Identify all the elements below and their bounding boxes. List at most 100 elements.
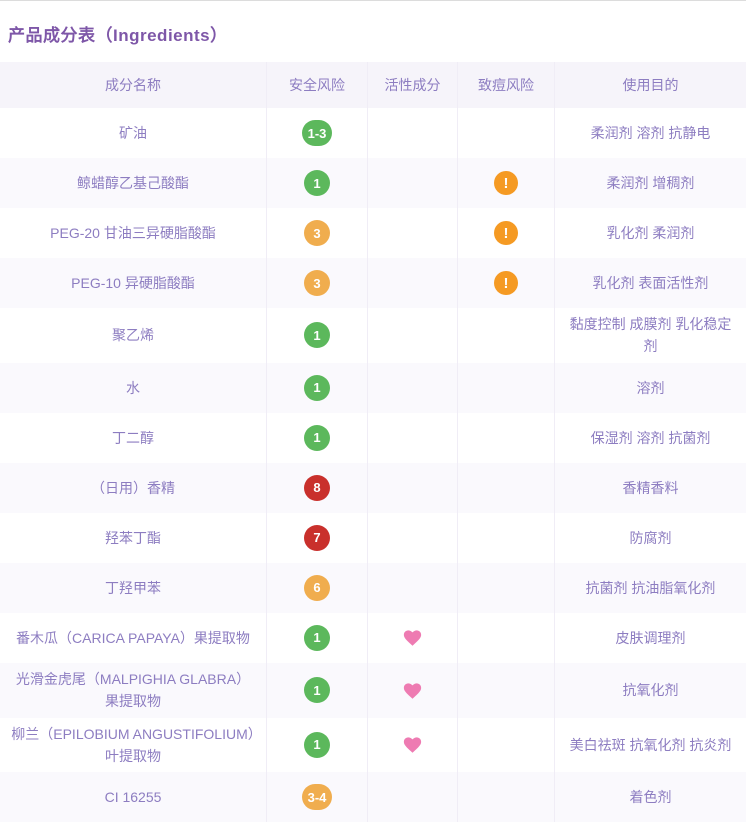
purpose-cell: 抗氧化剂 bbox=[555, 663, 746, 718]
safety-risk-badge: 1-3 bbox=[301, 120, 333, 146]
ingredient-name: 水 bbox=[126, 379, 140, 396]
ingredient-name-cell: 矿油 bbox=[0, 108, 267, 158]
acne-risk-cell: ! bbox=[458, 158, 555, 208]
table-header-row: 成分名称 安全风险 活性成分 致痘风险 使用目的 bbox=[0, 62, 746, 108]
acne-risk-cell: ! bbox=[458, 258, 555, 308]
purpose-text: 黏度控制 成膜剂 乳化稳定剂 bbox=[569, 316, 732, 355]
acne-risk-cell bbox=[458, 562, 555, 613]
purpose-text: 乳化剂 柔润剂 bbox=[606, 224, 695, 241]
active-ingredient-cell bbox=[368, 258, 458, 308]
purpose-text: 着色剂 bbox=[629, 789, 672, 806]
purpose-cell: 柔润剂 溶剂 抗静电 bbox=[555, 108, 746, 158]
purpose-cell: 乳化剂 表面活性剂 bbox=[555, 258, 746, 308]
column-header-name: 成分名称 bbox=[0, 62, 267, 108]
safety-risk-badge: 1 bbox=[304, 424, 330, 451]
table-row: 鲸蜡醇乙基己酸酯 1! 柔润剂 增稠剂 bbox=[0, 158, 746, 208]
acne-risk-cell bbox=[458, 612, 555, 663]
acne-risk-cell: ! bbox=[458, 208, 555, 258]
purpose-cell: 美白祛斑 抗氧化剂 抗炎剂 bbox=[555, 718, 746, 773]
safety-risk-badge: 3-4 bbox=[301, 784, 333, 811]
ingredient-name-cell: PEG-20 甘油三异硬脂酸酯 bbox=[0, 208, 267, 258]
page-title: 产品成分表（Ingredients） bbox=[8, 26, 228, 45]
purpose-text: 柔润剂 溶剂 抗静电 bbox=[590, 124, 711, 141]
acne-risk-cell bbox=[458, 412, 555, 463]
table-row: （日用）香精 8 香精香料 bbox=[0, 462, 746, 513]
purpose-text: 乳化剂 表面活性剂 bbox=[592, 274, 709, 291]
acne-risk-cell bbox=[458, 462, 555, 513]
safety-risk-cell: 1 bbox=[267, 662, 368, 718]
ingredient-name-cell: 水 bbox=[0, 362, 267, 413]
acne-risk-cell bbox=[458, 512, 555, 563]
table-row: 丁羟甲苯 6 抗菌剂 抗油脂氧化剂 bbox=[0, 562, 746, 613]
safety-risk-badge: 7 bbox=[304, 524, 330, 551]
safety-risk-badge: 1 bbox=[304, 624, 330, 651]
acne-risk-cell bbox=[458, 717, 555, 773]
ingredient-name-cell: 光滑金虎尾（MALPIGHIA GLABRA）果提取物 bbox=[0, 662, 267, 718]
table-row: 光滑金虎尾（MALPIGHIA GLABRA）果提取物 1 抗氧化剂 bbox=[0, 662, 746, 718]
active-ingredient-cell bbox=[368, 108, 458, 158]
safety-risk-badge: 3 bbox=[304, 270, 330, 296]
purpose-cell: 保湿剂 溶剂 抗菌剂 bbox=[555, 413, 746, 463]
ingredient-name: 羟苯丁酯 bbox=[105, 529, 161, 546]
purpose-cell: 防腐剂 bbox=[555, 513, 746, 563]
active-ingredient-cell bbox=[368, 612, 458, 663]
ingredient-name: 矿油 bbox=[119, 124, 147, 141]
safety-risk-cell: 1 bbox=[267, 158, 368, 208]
purpose-cell: 着色剂 bbox=[555, 772, 746, 822]
table-body: 矿油 1-3 柔润剂 溶剂 抗静电 鲸蜡醇乙基己酸酯 1! 柔润剂 增稠剂 PEG-20 甘… bbox=[0, 108, 746, 822]
ingredient-name: PEG-20 甘油三异硬脂酸酯 bbox=[50, 224, 216, 241]
ingredient-name: （日用）香精 bbox=[91, 479, 175, 496]
table-row: 矿油 1-3 柔润剂 溶剂 抗静电 bbox=[0, 108, 746, 158]
table-row: 丁二醇 1 保湿剂 溶剂 抗菌剂 bbox=[0, 412, 746, 463]
table-row: 番木瓜（CARICA PAPAYA）果提取物 1 皮肤调理剂 bbox=[0, 612, 746, 663]
column-header-safety: 安全风险 bbox=[267, 62, 368, 108]
ingredient-name: 丁羟甲苯 bbox=[105, 579, 161, 596]
exclamation-icon: ! bbox=[494, 221, 518, 245]
safety-risk-cell: 1-3 bbox=[267, 108, 368, 158]
exclamation-icon: ! bbox=[494, 171, 518, 195]
ingredient-name: 柳兰（EPILOBIUM ANGUSTIFOLIUM）叶提取物 bbox=[11, 725, 255, 764]
safety-risk-badge: 3 bbox=[304, 220, 330, 246]
active-ingredient-cell bbox=[368, 662, 458, 718]
heart-icon bbox=[402, 628, 423, 647]
purpose-text: 柔润剂 增稠剂 bbox=[606, 174, 695, 191]
column-header-purpose: 使用目的 bbox=[622, 76, 679, 93]
safety-risk-cell: 1 bbox=[267, 308, 368, 363]
active-ingredient-cell bbox=[368, 308, 458, 363]
safety-risk-cell: 1 bbox=[267, 612, 368, 663]
safety-risk-badge: 6 bbox=[304, 574, 330, 601]
column-header-acne: 致痘风险 bbox=[458, 62, 555, 108]
ingredient-name-cell: 羟苯丁酯 bbox=[0, 512, 267, 563]
purpose-text: 防腐剂 bbox=[629, 529, 672, 546]
safety-risk-badge: 1 bbox=[304, 170, 330, 196]
ingredient-name-cell: 丁羟甲苯 bbox=[0, 562, 267, 613]
safety-risk-cell: 1 bbox=[267, 412, 368, 463]
table-row: CI 16255 3-4 着色剂 bbox=[0, 772, 746, 822]
acne-risk-cell bbox=[458, 308, 555, 363]
active-ingredient-cell bbox=[368, 158, 458, 208]
table-row: 水 1 溶剂 bbox=[0, 362, 746, 413]
ingredient-name: 番木瓜（CARICA PAPAYA）果提取物 bbox=[16, 629, 250, 646]
safety-risk-cell: 7 bbox=[267, 512, 368, 563]
purpose-text: 溶剂 bbox=[636, 379, 665, 396]
purpose-text: 抗菌剂 抗油脂氧化剂 bbox=[585, 579, 716, 596]
heart-icon bbox=[402, 735, 423, 754]
active-ingredient-cell bbox=[368, 562, 458, 613]
safety-risk-badge: 1 bbox=[304, 322, 330, 349]
ingredient-name: 丁二醇 bbox=[112, 429, 154, 446]
ingredient-name-cell: （日用）香精 bbox=[0, 462, 267, 513]
table-row: PEG-10 异硬脂酸酯 3! 乳化剂 表面活性剂 bbox=[0, 258, 746, 308]
ingredient-name-cell: 丁二醇 bbox=[0, 412, 267, 463]
active-ingredient-cell bbox=[368, 412, 458, 463]
ingredients-table: 成分名称 安全风险 活性成分 致痘风险 使用目的 矿油 1-3 柔润剂 溶剂 抗静电… bbox=[0, 62, 746, 822]
active-ingredient-cell bbox=[368, 512, 458, 563]
table-row: 柳兰（EPILOBIUM ANGUSTIFOLIUM）叶提取物 1 美白祛斑 抗氧化… bbox=[0, 717, 746, 773]
active-ingredient-cell bbox=[368, 772, 458, 822]
safety-risk-badge: 1 bbox=[304, 677, 330, 704]
purpose-cell: 皮肤调理剂 bbox=[555, 613, 746, 663]
ingredient-name-cell: 聚乙烯 bbox=[0, 308, 267, 363]
column-header-active: 活性成分 bbox=[368, 62, 458, 108]
ingredient-name-cell: 番木瓜（CARICA PAPAYA）果提取物 bbox=[0, 612, 267, 663]
ingredient-name: 聚乙烯 bbox=[112, 327, 154, 344]
